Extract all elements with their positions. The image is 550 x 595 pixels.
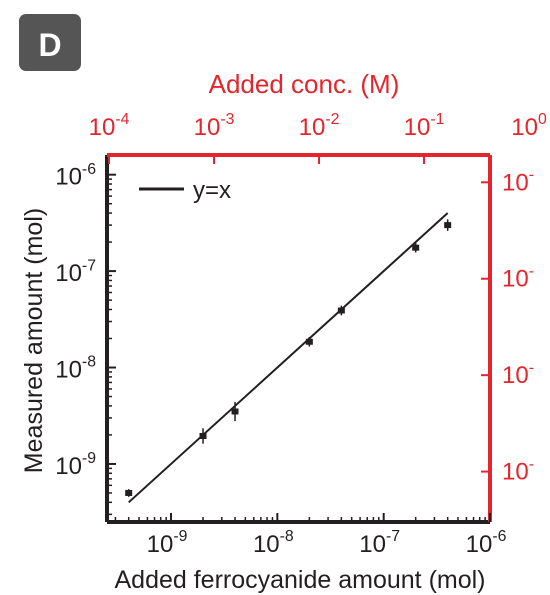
y-tick-label: 10-9 [55,450,96,480]
top-x-axis-title: Added conc. (M) [209,69,400,99]
top-x-tick-label: 10-1 [404,111,445,141]
data-point [412,244,420,251]
top-x-tick-label: 100 [511,111,547,141]
x-tick-label: 10-6 [466,528,507,558]
right-y-tick-label: 10- [502,263,534,293]
x-tick-label: 10-9 [147,528,188,558]
data-point [305,338,313,345]
panel-label: D [38,27,61,63]
top-x-tick-label: 10-2 [299,111,340,141]
y-axis-title: Measured amount (mol) [20,208,48,473]
top-x-tick-label: 10-4 [89,111,130,141]
x-tick-label: 10-8 [253,528,294,558]
data-point [337,307,345,314]
y-tick-label: 10-7 [55,257,96,287]
data-point [444,222,452,229]
data-point [231,408,239,415]
y-tick-label: 10-8 [55,354,96,384]
y-tick-label: 10-6 [55,161,96,191]
right-y-tick-label: 10- [502,456,534,486]
data-point [125,489,133,496]
legend-label: y=x [193,177,231,204]
right-y-tick-label: 10- [502,359,534,389]
right-y-tick-label: 10- [502,167,534,197]
fit-line-y-equals-x [128,212,449,504]
x-tick-label: 10-7 [359,528,400,558]
x-axis-title: Added ferrocyanide amount (mol) [114,566,485,594]
panel-badge [19,14,81,71]
data-point [199,432,207,439]
top-x-tick-label: 10-3 [194,111,235,141]
